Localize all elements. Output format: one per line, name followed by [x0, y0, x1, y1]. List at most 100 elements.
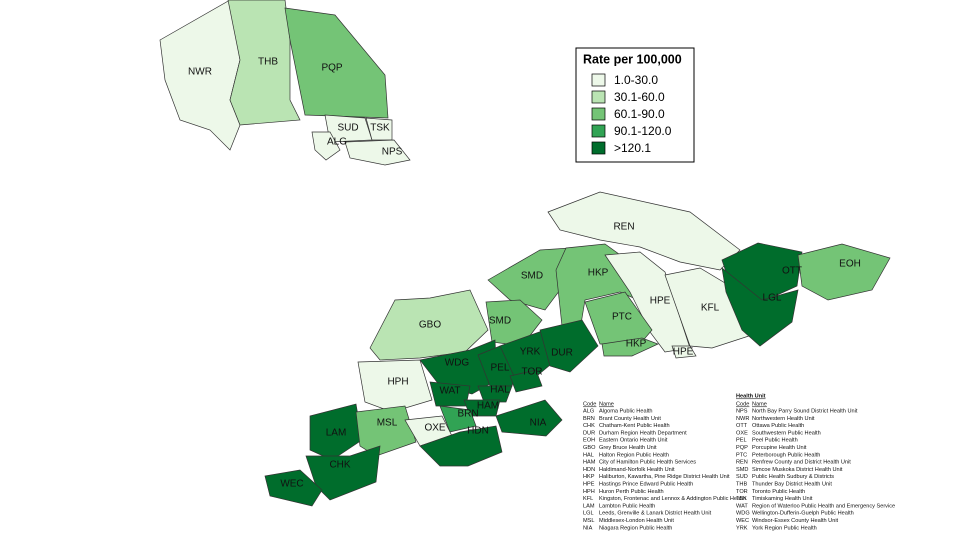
unit-name: Algoma Public Health — [599, 408, 652, 414]
unit-name: Niagara Region Public Health — [599, 525, 672, 531]
unit-name: Simcoe Muskoka District Health Unit — [752, 467, 843, 473]
unit-name: Region of Waterloo Public Health and Eme… — [752, 503, 895, 509]
legend-title: Rate per 100,000 — [583, 52, 682, 66]
unit-code: PQP — [736, 445, 748, 451]
region-code: SMD — [521, 271, 543, 282]
unit-name: Renfrew County and District Health Unit — [752, 460, 851, 466]
unit-name: City of Hamilton Public Health Services — [599, 460, 696, 466]
unit-code: MSL — [583, 518, 595, 524]
region-code: REN — [613, 222, 634, 233]
region — [539, 319, 599, 373]
health-unit-table: Health Unit Code Name Code Name ALG Algom… — [583, 393, 895, 531]
region-code: PTC — [612, 312, 632, 323]
unit-code: PTC — [736, 452, 747, 458]
legend-swatch — [591, 141, 606, 155]
region-code: CHK — [329, 460, 350, 471]
unit-code: NIA — [583, 525, 593, 531]
region-code: NIA — [530, 418, 547, 429]
region — [264, 469, 323, 507]
unit-name: Timiskaming Health Unit — [752, 496, 813, 502]
legend-label: 30.1-60.0 — [614, 90, 665, 104]
unit-code: SUD — [736, 474, 748, 480]
legend-label: 60.1-90.0 — [614, 107, 665, 121]
region — [495, 399, 563, 437]
region-code: TSK — [370, 123, 390, 134]
legend-label: 90.1-120.0 — [614, 124, 672, 138]
unit-name: Hastings Prince Edward Public Health — [599, 481, 693, 487]
legend-swatch — [591, 107, 606, 121]
region — [601, 337, 659, 357]
region-code: THB — [258, 57, 278, 68]
region-code: NWR — [188, 67, 212, 78]
unit-code: HKP — [583, 474, 595, 480]
unit-name: Wellington-Dufferin-Guelph Public Health — [752, 511, 854, 517]
unit-code: CHK — [583, 423, 595, 429]
region-code: OXE — [424, 423, 445, 434]
unit-name: Eastern Ontario Health Unit — [599, 438, 668, 444]
unit-code: HPH — [583, 489, 595, 495]
table-header: Name — [599, 401, 614, 407]
unit-name: Thunder Bay District Health Unit — [752, 481, 832, 487]
region-code: WEC — [280, 479, 303, 490]
region-code: BRN — [457, 409, 478, 420]
region-code: PEL — [491, 363, 510, 374]
unit-name: York Region Public Health — [752, 525, 817, 531]
unit-code: SMD — [736, 467, 748, 473]
regions — [159, 0, 891, 507]
unit-name: Kingston, Frontenac and Lennox & Addingt… — [599, 496, 746, 502]
region-code: HKP — [588, 268, 609, 279]
legend-swatch — [591, 73, 606, 87]
region-code: WAT — [439, 386, 460, 397]
unit-name: Public Health Sudbury & Districts — [752, 474, 834, 480]
region — [355, 405, 417, 457]
unit-code: REN — [736, 460, 748, 466]
region-code: HAM — [477, 401, 499, 412]
region — [509, 369, 543, 393]
unit-code: WAT — [736, 503, 748, 509]
region-code: PQP — [321, 63, 342, 74]
unit-code: LGL — [583, 511, 594, 517]
table-header: Code — [736, 401, 749, 407]
unit-code: GBO — [583, 445, 596, 451]
region-code: LAM — [326, 428, 347, 439]
unit-code: DUR — [583, 430, 595, 436]
unit-name: Southwestern Public Health — [752, 430, 821, 436]
unit-name: Brant County Health Unit — [599, 416, 661, 422]
region — [671, 345, 697, 359]
unit-code: WEC — [736, 518, 749, 524]
region — [369, 289, 489, 361]
unit-name: Windsor-Essex County Health Unit — [752, 518, 839, 524]
region — [584, 291, 653, 345]
region — [485, 299, 543, 347]
unit-name: Grey Bruce Health Unit — [599, 445, 657, 451]
unit-name: Northwestern Health Unit — [752, 416, 815, 422]
region — [439, 405, 477, 433]
region — [499, 329, 557, 381]
region-code: OTT — [782, 266, 802, 277]
unit-code: OTT — [736, 423, 748, 429]
legend-label: >120.1 — [614, 141, 651, 155]
region-code: EOH — [839, 259, 861, 270]
unit-code: NWR — [736, 416, 749, 422]
table-header: Name — [752, 401, 767, 407]
region-code: SUD — [337, 123, 358, 134]
region — [309, 403, 363, 461]
unit-code: TOR — [736, 489, 748, 495]
region-code: KFL — [701, 303, 720, 314]
unit-code: OXE — [736, 430, 748, 436]
unit-code: TSK — [736, 496, 747, 502]
region-code: HPE — [673, 347, 694, 358]
region — [357, 359, 433, 413]
region-code: YRK — [520, 347, 541, 358]
unit-code: THB — [736, 481, 747, 487]
region-code: HDN — [467, 426, 489, 437]
unit-code: HDN — [583, 467, 595, 473]
unit-code: ALG — [583, 408, 594, 414]
region-code: GBO — [419, 320, 441, 331]
unit-name: Huron Perth Public Health — [599, 489, 664, 495]
unit-name: Halton Region Public Health — [599, 452, 669, 458]
region-code: HAL — [490, 385, 510, 396]
